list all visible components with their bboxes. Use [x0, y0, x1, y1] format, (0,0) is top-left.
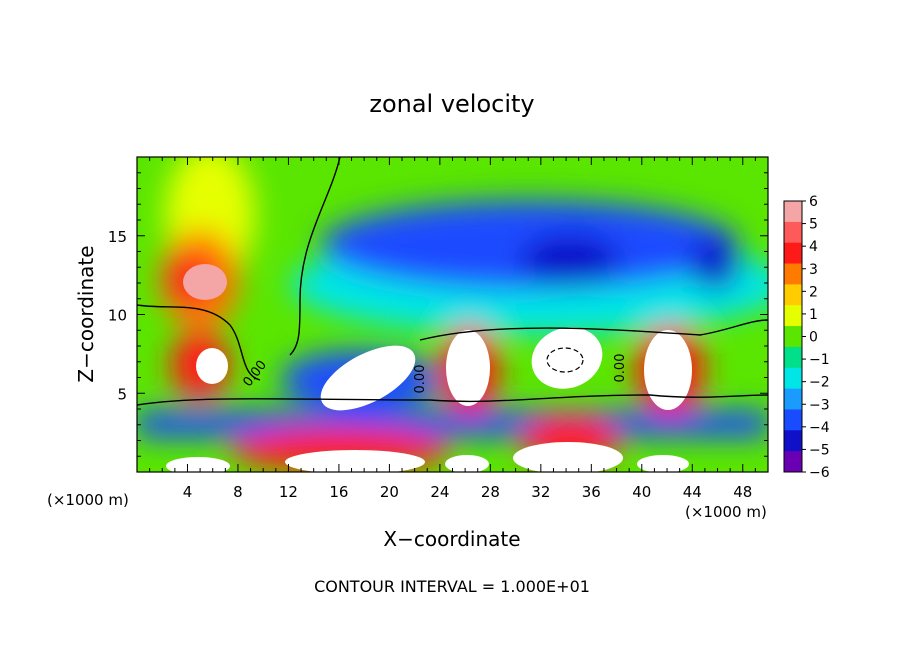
x-tick-label: 24 — [430, 483, 449, 501]
x-axis-ticks: 4 8 12 16 20 24 28 32 36 40 44 48 — [136, 157, 769, 501]
x-tick-label: 16 — [329, 483, 348, 501]
x-tick-label: 8 — [233, 483, 243, 501]
colorbar-swatch — [784, 388, 802, 410]
y-tick-label: 10 — [108, 307, 127, 325]
colorbar-tick-label: 0 — [809, 330, 818, 346]
x-tick-label: 44 — [683, 483, 702, 501]
x-unit-label-left: (×1000 m) — [47, 491, 129, 509]
x-tick-label: 20 — [380, 483, 399, 501]
y-tick-label: 5 — [117, 385, 127, 403]
x-tick-label: 4 — [183, 483, 193, 501]
colorbar-swatch — [784, 201, 802, 223]
colorbar-swatch — [784, 409, 802, 431]
heatmap-field — [137, 157, 768, 472]
chart-title: zonal velocity — [369, 90, 534, 118]
colorbar-swatch — [784, 305, 802, 327]
colorbar-tick-label: −4 — [809, 420, 830, 436]
colorbar-swatch — [784, 284, 802, 306]
colorbar-tick-label: −2 — [809, 375, 830, 391]
colorbar-swatch — [784, 451, 802, 473]
x-tick-label: 36 — [582, 483, 601, 501]
contour-label: 0.00 — [413, 365, 428, 394]
colorbar-tick-label: 6 — [809, 194, 818, 210]
x-unit-label-right: (×1000 m) — [685, 503, 767, 521]
x-tick-label: 28 — [481, 483, 500, 501]
colorbar-swatch — [784, 326, 802, 348]
contour-interval-note: CONTOUR INTERVAL = 1.000E+01 — [314, 577, 590, 596]
x-axis-label: X−coordinate — [383, 527, 520, 551]
y-tick-label: 15 — [108, 228, 127, 246]
colorbar-swatch — [784, 430, 802, 452]
x-tick-label: 32 — [531, 483, 550, 501]
colorbar-tick-label: 1 — [809, 307, 818, 323]
x-tick-label: 12 — [279, 483, 298, 501]
contour-label: 0.00 — [613, 354, 628, 383]
colorbar-tick-label: −1 — [809, 352, 830, 368]
colorbar: 6 5 4 3 2 1 0 −1 −2 −3 −4 −5 −6 — [783, 194, 830, 481]
colorbar-tick-label: −3 — [809, 397, 830, 413]
colorbar-tick-label: −6 — [809, 465, 830, 481]
x-tick-label: 48 — [733, 483, 752, 501]
colorbar-swatch — [784, 263, 802, 285]
colorbar-swatch — [784, 221, 802, 244]
y-axis-ticks: 5 10 15 — [108, 156, 768, 473]
colorbar-tick-label: −5 — [809, 442, 830, 458]
colorbar-tick-label: 2 — [809, 284, 818, 300]
colorbar-tick-label: 3 — [809, 262, 818, 278]
colorbar-swatch — [784, 367, 802, 390]
colorbar-swatch — [784, 242, 802, 265]
colorbar-swatch — [784, 346, 802, 369]
colorbar-tick-label: 5 — [809, 217, 818, 233]
y-axis-label: Z−coordinate — [74, 245, 98, 382]
x-tick-label: 40 — [632, 483, 651, 501]
colorbar-tick-label: 4 — [809, 239, 818, 255]
